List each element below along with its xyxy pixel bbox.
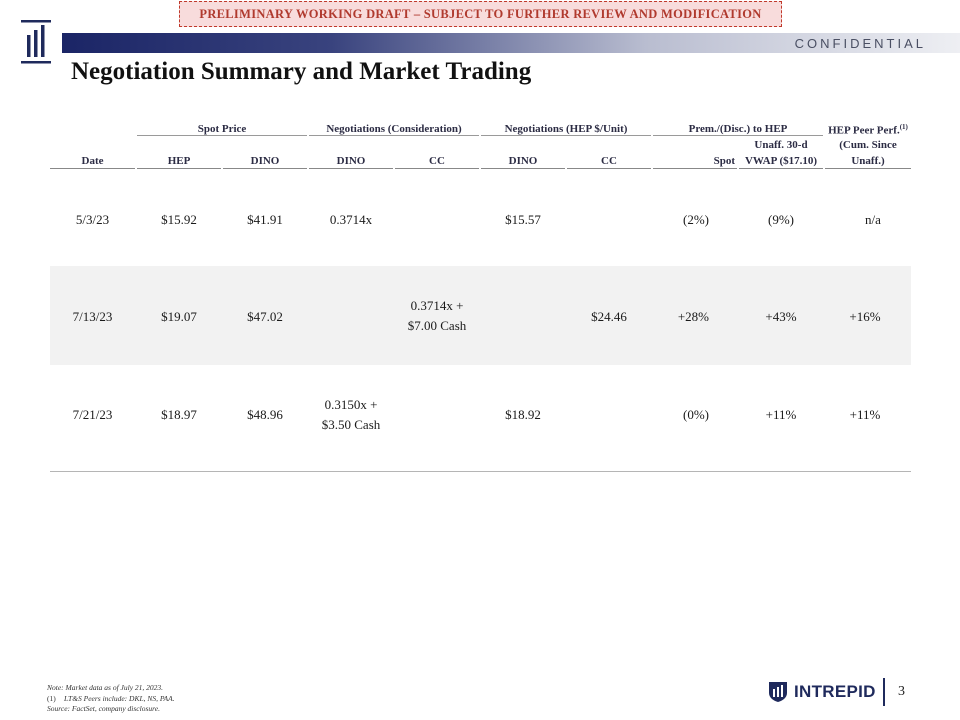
brand-name: INTREPID: [794, 682, 876, 701]
draft-banner: PRELIMINARY WORKING DRAFT – SUBJECT TO F…: [179, 1, 782, 27]
cell-date: 5/3/23: [75, 212, 110, 227]
confidential-label: CONFIDENTIAL: [794, 36, 926, 51]
peer-header-line1: (Cum. Since: [839, 139, 897, 151]
column-rule: [395, 168, 479, 169]
cell-peer: n/a: [865, 212, 881, 227]
column-rule: [137, 168, 221, 169]
cell-hep: $18.97: [161, 407, 197, 422]
cell-date: 7/13/23: [72, 309, 113, 324]
column-header-unit-dino: DINO: [508, 155, 538, 167]
group-rule-prem-disc: [653, 135, 823, 136]
column-header-hep: HEP: [167, 155, 191, 167]
cell-neg-dino: 0.3150x + $3.50 Cash: [309, 395, 393, 435]
cell-vwap: +43%: [765, 309, 797, 324]
column-rule: [653, 168, 737, 169]
footnote-index: (1): [47, 693, 56, 703]
peer-header-line2: Unaff.): [851, 155, 885, 167]
shield-logo-icon: [769, 682, 787, 702]
column-rule: [567, 168, 651, 169]
peer-perf-label: HEP Peer Perf.: [828, 124, 900, 137]
cell-neg-cc-line1: 0.3714x +: [410, 298, 464, 313]
cell-dino: $48.96: [247, 407, 283, 422]
source-note: Source: FactSet, company disclosure.: [47, 704, 160, 713]
group-rule-neg-hep-unit: [481, 135, 651, 136]
column-rule: [309, 168, 393, 169]
bars-logo-icon: [21, 20, 51, 64]
cell-peer: +16%: [849, 309, 881, 324]
table-row-shade: [50, 266, 911, 365]
market-data-note: Note: Market data as of July 21, 2023.: [47, 683, 164, 692]
column-header-unit-cc: CC: [601, 155, 617, 167]
group-header-prem-disc: Prem./(Disc.) to HEP: [688, 123, 788, 135]
page-title: Negotiation Summary and Market Trading: [71, 58, 532, 85]
column-header-neg-dino: DINO: [336, 155, 366, 167]
cell-vwap: +11%: [765, 407, 797, 422]
group-header-neg-hep-unit: Negotiations (HEP $/Unit): [504, 123, 628, 135]
column-header-date: Date: [81, 155, 104, 167]
column-rule: [825, 168, 911, 169]
group-header-hep-peer-perf: HEP Peer Perf.(1): [825, 121, 911, 137]
cell-neg-dino-line1: 0.3150x +: [324, 397, 378, 412]
cell-neg-dino: 0.3714x: [329, 212, 373, 227]
table-bottom-rule: [50, 471, 911, 472]
group-header-neg-consideration: Negotiations (Consideration): [326, 123, 462, 135]
cell-neg-cc-line2: $7.00 Cash: [407, 318, 467, 333]
vwap-header-line1: Unaff. 30-d: [754, 139, 808, 151]
cell-dino: $41.91: [247, 212, 283, 227]
cell-peer: +11%: [849, 407, 881, 422]
footnote-1: (1) LT&S Peers include: DKL, NS, PAA.: [47, 694, 175, 705]
footer-divider: [883, 678, 885, 706]
cell-spot: (2%): [683, 212, 709, 227]
footnotes: Note: Market data as of July 21, 2023. (…: [47, 683, 175, 715]
cell-neg-dino-line2: $3.50 Cash: [321, 417, 381, 432]
cell-spot: (0%): [683, 407, 709, 422]
page-number: 3: [898, 684, 905, 699]
group-rule-spot-price: [137, 135, 307, 136]
cell-unit-cc: $24.46: [591, 309, 627, 324]
intrepid-logo: INTREPID: [768, 678, 876, 706]
column-header-neg-cc: CC: [429, 155, 445, 167]
footnote-text: LT&S Peers include: DKL, NS, PAA.: [64, 693, 175, 703]
column-header-peer-perf: (Cum. Since Unaff.): [825, 139, 911, 168]
column-header-vwap: Unaff. 30-d VWAP ($17.10): [739, 139, 823, 168]
column-header-spot: Spot: [713, 155, 735, 167]
group-header-spot-price: Spot Price: [197, 123, 247, 135]
column-rule: [223, 168, 307, 169]
column-rule: [739, 168, 823, 169]
column-rule: [50, 168, 135, 169]
cell-dino: $47.02: [247, 309, 283, 324]
vwap-header-line2: VWAP ($17.10): [744, 155, 818, 167]
cell-hep: $15.92: [161, 212, 197, 227]
cell-neg-cc: 0.3714x + $7.00 Cash: [395, 296, 479, 336]
cell-unit-dino: $15.57: [505, 212, 541, 227]
footnote-marker: (1): [899, 123, 908, 131]
cell-unit-dino: $18.92: [505, 407, 541, 422]
cell-date: 7/21/23: [72, 407, 113, 422]
header-gradient-bar: [62, 33, 960, 53]
column-rule: [481, 168, 565, 169]
cell-hep: $19.07: [161, 309, 197, 324]
cell-vwap: (9%): [768, 212, 794, 227]
column-header-dino: DINO: [250, 155, 280, 167]
cell-spot: +28%: [677, 309, 709, 324]
group-rule-neg-consideration: [309, 135, 479, 136]
